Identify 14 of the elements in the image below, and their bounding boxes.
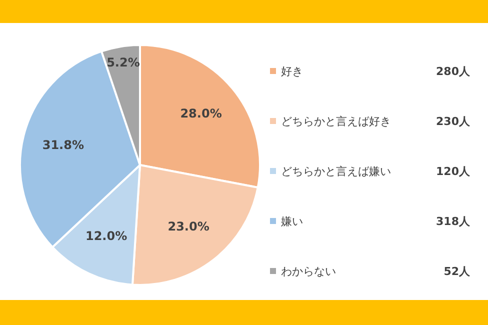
legend-label: どちらかと言えば嫌い: [281, 164, 392, 178]
text: 120人: [435, 164, 470, 178]
data-label: 28.0%: [180, 106, 222, 121]
data-label: 23.0%: [168, 220, 210, 234]
legend-label: 好き: [281, 64, 304, 78]
text: 318人: [435, 214, 470, 228]
data-label: 31.8%: [42, 138, 84, 152]
legend-label: わからない: [281, 264, 337, 278]
text: 280人: [435, 64, 470, 78]
data-label: 12.0%: [85, 228, 128, 243]
legend-label: 嫌い: [281, 214, 304, 228]
legend-label: どちらかと言えば好き: [281, 114, 392, 128]
text: 230人: [435, 114, 470, 128]
text: 52人: [442, 264, 470, 278]
